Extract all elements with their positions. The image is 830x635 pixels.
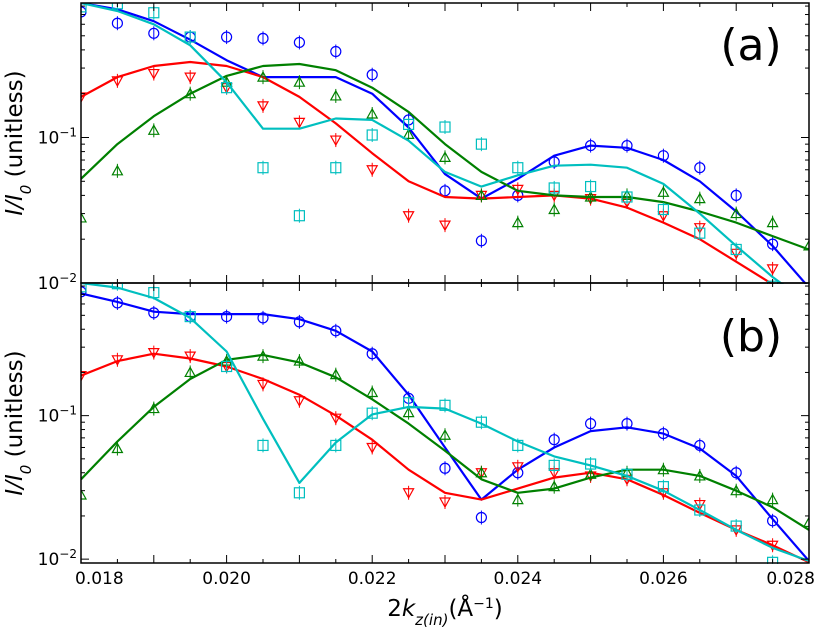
panel-b-point-3-0 xyxy=(81,283,87,293)
panel-a-y-axis-title-label: I/I0 (unitless) xyxy=(2,70,35,215)
panel-a-marks xyxy=(81,3,809,284)
panel-a-y-tick-label-1: 10−1 xyxy=(38,125,77,148)
panel-b-marks xyxy=(81,283,809,564)
panel-b-fit-line-3 xyxy=(81,283,809,563)
panel-b-y-ticks: 10−2 10−1 xyxy=(38,285,809,570)
panel-b-point-1-0 xyxy=(81,371,88,382)
panel-a-fit-line-1 xyxy=(81,60,775,284)
panel-b-series-1 xyxy=(81,345,809,564)
panel-a-y-ticks: 10−2 10−1 xyxy=(38,3,810,294)
panel-b-point-2-0 xyxy=(81,488,88,500)
panel-a-y-tick-label-0: 10−2 xyxy=(38,271,77,294)
panel-b-y-tick-label-1: 10−1 xyxy=(38,404,77,427)
panel-a-fit-line-3 xyxy=(81,3,784,284)
panel-a-point-2-0 xyxy=(81,211,88,223)
panel-b-y-axis-title-text: I/I0 (unitless) xyxy=(2,350,35,495)
panel-b-y-tick-label-0: 10−2 xyxy=(38,547,77,570)
panel-b-fit-line-0 xyxy=(81,292,809,562)
panel-b-fit-line-2 xyxy=(81,353,809,531)
panel-b-x-ticks: 0.018 0.020 0.022 0.024 0.026 0.028 xyxy=(75,283,815,589)
panel-a-fit-line-2 xyxy=(81,62,809,251)
panel-b-x-tick-label-2: 0.022 xyxy=(348,569,397,589)
panel-a-y-axis-title: I/I0 (unitless) xyxy=(2,70,35,215)
panel-a-series-0 xyxy=(81,3,808,284)
panel-b-frame xyxy=(80,282,810,564)
panel-b-x-tick-label-0: 0.018 xyxy=(75,569,124,589)
panel-b: (b) 10−210−1 0.018 0.020 0.022 0.024 0.026 0.… xyxy=(2,282,815,589)
panel-b-series-0 xyxy=(81,284,809,562)
panel-b-point-2-20 xyxy=(802,516,809,528)
panel-b-y-axis-title-label: I/I0 (unitless) xyxy=(2,350,35,495)
panel-a-point-1-0 xyxy=(81,92,88,104)
panel-b-y-axis-title: I/I0 (unitless) xyxy=(2,350,35,495)
panel-a: (a) 10−2 10−1 I/I0 (unitless) xyxy=(2,2,810,294)
panel-b-x-tick-label-1: 0.020 xyxy=(202,569,251,589)
panel-a-series-2 xyxy=(81,62,809,253)
panel-b-label: (b) xyxy=(720,311,782,362)
panel-a-point-3-0 xyxy=(81,3,87,13)
panel-b-x-tick-label-5: 0.028 xyxy=(766,569,815,589)
panel-b-x-tick-label-3: 0.024 xyxy=(493,569,542,589)
panel-a-fit-line-0 xyxy=(81,3,808,284)
panel-a-series-3 xyxy=(81,3,784,284)
panel-b-x-tick-label-4: 0.026 xyxy=(639,569,688,589)
panel-b-series-3 xyxy=(81,283,809,564)
x-axis-title: 2kz(in)(Å−1) xyxy=(387,594,503,629)
panel-a-label: (a) xyxy=(720,20,781,71)
panel-a-point-2-20 xyxy=(802,239,809,251)
panel-b-fit-line-1 xyxy=(81,352,809,564)
panel-a-y-axis-title-text: I/I0 (unitless) xyxy=(2,70,35,215)
x-axis-title-label: 2kz(in)(Å−1) xyxy=(387,594,503,629)
